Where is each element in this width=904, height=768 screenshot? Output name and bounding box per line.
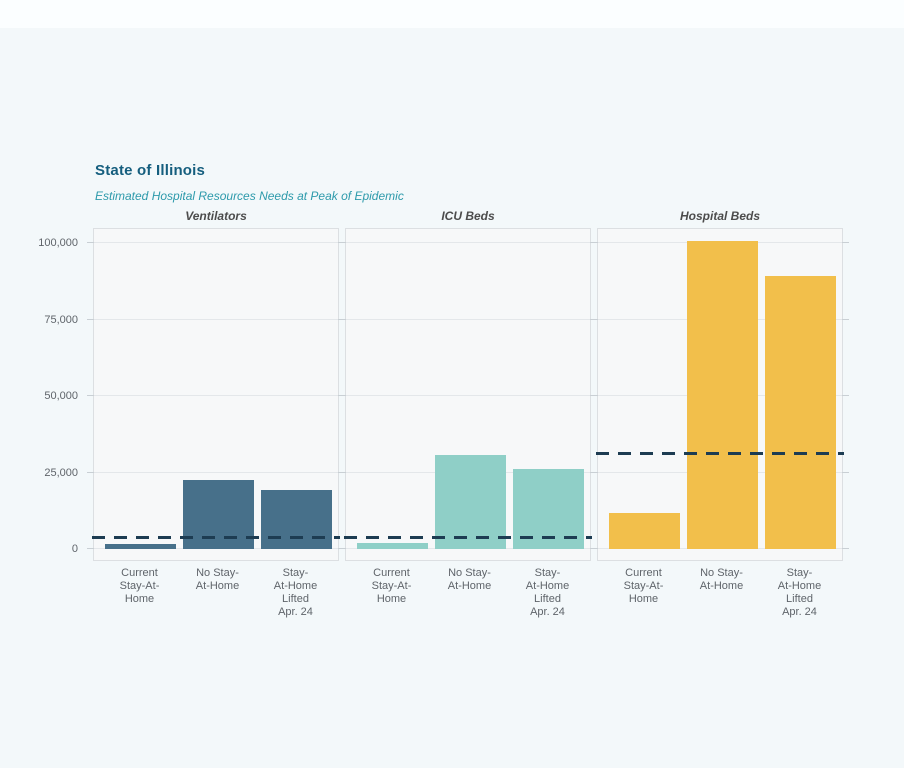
bar-ventilators-current-stay-at-home <box>105 544 176 549</box>
capacity-line-icu-beds <box>344 535 592 539</box>
x-label-stay-at-home-lifted-apr-24: Stay- At-Home Lifted Apr. 24 <box>273 567 318 618</box>
gridline-75000 <box>94 318 338 320</box>
axis-tick <box>87 318 94 320</box>
bar-hospital-beds-no-stay-at-home <box>687 241 758 549</box>
y-tick-label-100000: 100,000 <box>38 237 78 249</box>
axis-tick <box>87 548 94 549</box>
axis-tick <box>339 318 346 320</box>
axis-tick <box>842 548 849 549</box>
x-label-no-stay-at-home: No Stay- At-Home <box>447 567 492 592</box>
gridline-50000 <box>94 395 338 396</box>
panel-title-hospital-beds: Hospital Beds <box>679 209 760 223</box>
axis-tick <box>842 471 849 473</box>
x-label-current-stay-at-home: Current Stay-At- Home <box>119 567 160 605</box>
y-axis: 0 25,000 50,000 75,000 100,000 <box>0 228 86 561</box>
axis-tick <box>339 471 346 473</box>
panels-row <box>87 228 849 561</box>
x-label-stay-at-home-lifted-apr-24: Stay- At-Home Lifted Apr. 24 <box>525 567 570 618</box>
axis-tick <box>591 395 598 396</box>
axis-tick <box>87 471 94 473</box>
axis-tick <box>591 548 598 549</box>
panel-icu-beds <box>339 228 597 561</box>
axis-tick <box>842 242 849 243</box>
gridline-25000 <box>94 471 338 473</box>
bar-icu-beds-no-stay-at-home <box>435 455 506 549</box>
axis-tick <box>842 395 849 396</box>
x-label-no-stay-at-home: No Stay- At-Home <box>699 567 744 592</box>
x-axis-labels-row: Current Stay-At- Home No Stay- At-Home Sta… <box>93 567 843 627</box>
chart-title: State of Illinois <box>95 162 206 179</box>
x-labels-ventilators: Current Stay-At- Home No Stay- At-Home Sta… <box>93 567 339 627</box>
x-labels-hospital-beds: Current Stay-At- Home No Stay- At-Home Sta… <box>597 567 843 627</box>
bar-icu-beds-current-stay-at-home <box>357 543 428 549</box>
x-label-current-stay-at-home: Current Stay-At- Home <box>371 567 412 605</box>
axis-tick <box>591 242 598 243</box>
axis-tick <box>591 318 598 320</box>
y-tick-label-75000: 75,000 <box>44 313 78 326</box>
panel-title-icu-beds: ICU Beds <box>441 209 495 223</box>
y-tick-label-50000: 50,000 <box>44 390 78 402</box>
chart-subtitle: Estimated Hospital Resources Needs at Pe… <box>95 189 404 203</box>
bar-ventilators-stay-at-home-lifted-apr-24 <box>261 490 332 549</box>
axis-tick <box>591 471 598 473</box>
axis-tick <box>842 318 849 320</box>
y-tick-label-25000: 25,000 <box>44 466 78 479</box>
bar-hospital-beds-stay-at-home-lifted-apr-24 <box>765 276 836 549</box>
x-labels-icu-beds: Current Stay-At- Home No Stay- At-Home Sta… <box>345 567 591 627</box>
panel-titles-row: Ventilators ICU Beds Hospital Beds <box>93 209 843 225</box>
gridline-100000 <box>94 242 338 243</box>
x-label-stay-at-home-lifted-apr-24: Stay- At-Home Lifted Apr. 24 <box>777 567 822 618</box>
capacity-line-ventilators <box>92 535 340 539</box>
gridline-75000 <box>346 318 590 320</box>
y-tick-label-0: 0 <box>71 543 78 555</box>
x-label-no-stay-at-home: No Stay- At-Home <box>195 567 240 592</box>
bar-hospital-beds-current-stay-at-home <box>609 513 680 549</box>
panel-hospital-beds <box>591 228 849 561</box>
axis-tick <box>87 395 94 396</box>
axis-tick <box>339 548 346 549</box>
x-label-current-stay-at-home: Current Stay-At- Home <box>623 567 664 605</box>
axis-tick <box>339 395 346 396</box>
panel-title-ventilators: Ventilators <box>185 209 247 223</box>
axis-tick <box>339 242 346 243</box>
bar-icu-beds-stay-at-home-lifted-apr-24 <box>513 469 584 549</box>
axis-tick <box>87 242 94 243</box>
panel-ventilators <box>87 228 345 561</box>
gridline-100000 <box>346 242 590 243</box>
capacity-line-hospital-beds <box>596 451 844 455</box>
page-top-strip <box>0 0 904 28</box>
gridline-50000 <box>346 395 590 396</box>
